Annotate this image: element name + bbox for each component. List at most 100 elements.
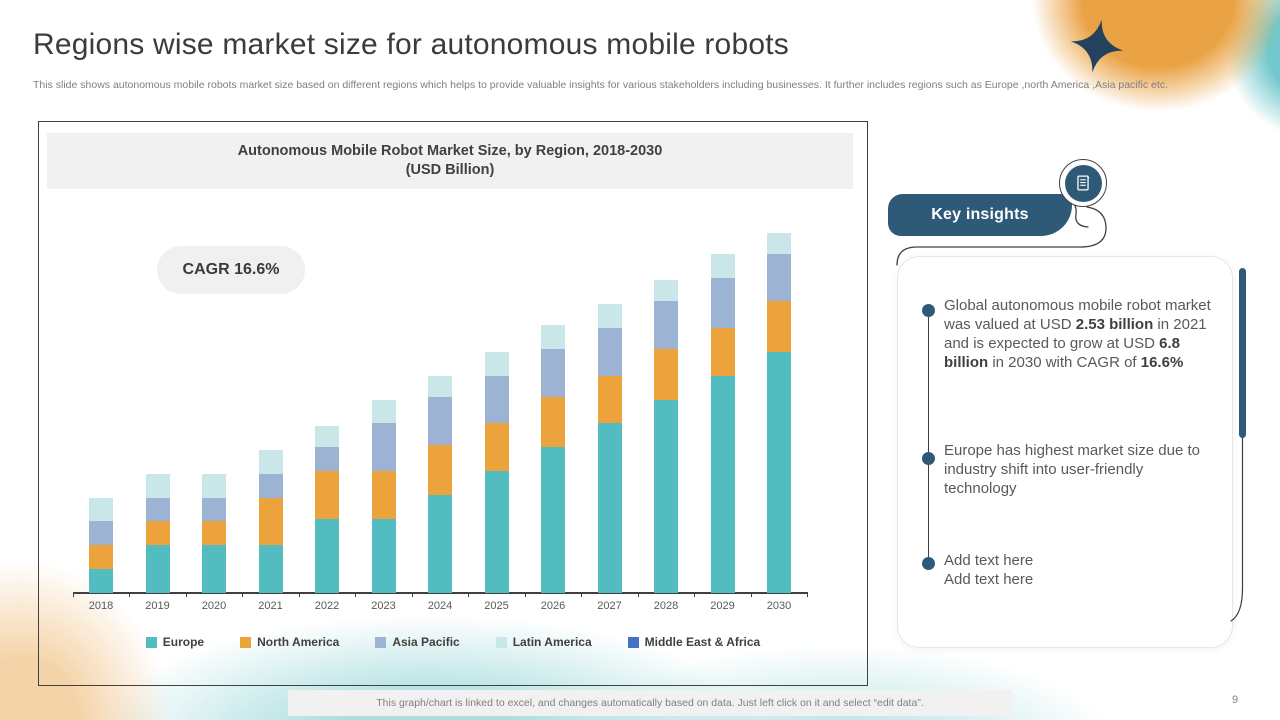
bar-segment-asia-pacific-2023: [371, 423, 396, 472]
legend-label: Latin America: [512, 635, 592, 649]
page-number: 9: [1231, 694, 1239, 706]
insight-bullet-2: Europe has highest market size due to in…: [944, 442, 1200, 497]
x-axis-label-2022: 2022: [314, 600, 340, 612]
legend-item-europe: Europe: [145, 635, 205, 649]
page-title: Regions wise market size for autonomous …: [33, 28, 789, 61]
chart-title-line2: (USD Billion): [405, 162, 495, 178]
bar-segment-latin-america-2028: [654, 280, 678, 302]
bar-segment-asia-pacific-2026: [541, 349, 565, 397]
bar-2029: [710, 253, 735, 593]
bar-segment-latin-america-2018: [89, 497, 113, 522]
key-insights-card: [897, 256, 1233, 648]
x-axis-label-2024: 2024: [427, 600, 453, 612]
footer-note-strip: This graph/chart is linked to excel, and…: [288, 690, 1012, 716]
bar-segment-europe-2030: [767, 351, 791, 593]
key-insights-header-label: Key insights: [931, 206, 1029, 223]
x-axis-tick: [298, 593, 300, 597]
bar-segment-north-america-2021: [258, 497, 283, 546]
bar-segment-north-america-2026: [541, 396, 565, 448]
legend-item-north-america: North America: [240, 635, 339, 649]
legend-label: North America: [257, 635, 340, 649]
x-axis-label-2026: 2026: [540, 600, 566, 612]
legend-item-asia-pacific: Asia Pacific: [375, 635, 460, 649]
bar-segment-north-america-2023: [371, 471, 396, 519]
legend-item-latin-america: Latin America: [495, 635, 592, 649]
bar-segment-north-america-2025: [484, 423, 509, 472]
legend-swatch: [240, 636, 252, 648]
legend-swatch: [375, 636, 387, 648]
bar-2019: [145, 473, 170, 593]
bar-segment-north-america-2029: [710, 327, 735, 376]
bar-segment-asia-pacific-2028: [654, 301, 678, 350]
page-subtitle: This slide shows autonomous mobile robot…: [33, 79, 1168, 91]
x-axis-tick: [524, 593, 526, 597]
bar-segment-europe-2027: [597, 423, 622, 593]
bar-segment-europe-2018: [89, 569, 113, 593]
legend-swatch: [627, 636, 639, 648]
bar-segment-latin-america-2021: [258, 449, 283, 474]
bar-segment-europe-2026: [541, 447, 565, 593]
legend-label: Asia Pacific: [392, 635, 460, 649]
x-axis-label-2020: 2020: [201, 600, 227, 612]
x-axis-label-2029: 2029: [710, 600, 735, 612]
bar-segment-north-america-2030: [767, 301, 791, 352]
bar-segment-europe-2020: [202, 545, 226, 593]
bar-segment-north-america-2027: [597, 375, 622, 424]
footer-note: This graph/chart is linked to excel, and…: [376, 697, 924, 709]
bar-2026: [541, 325, 565, 593]
bar-segment-europe-2021: [258, 545, 283, 593]
bar-2030: [767, 232, 791, 593]
x-axis-tick: [694, 593, 696, 597]
insights-timeline: [928, 310, 929, 566]
bar-2018: [89, 497, 113, 593]
bar-segment-asia-pacific-2027: [597, 327, 622, 376]
bar-segment-north-america-2020: [202, 521, 226, 546]
bar-segment-latin-america-2024: [428, 375, 452, 397]
bar-segment-asia-pacific-2022: [315, 447, 339, 472]
x-axis-label-2028: 2028: [653, 600, 679, 612]
cagr-badge: CAGR 16.6%: [157, 246, 305, 294]
x-axis-tick: [468, 593, 470, 597]
x-axis-label-2018: 2018: [88, 600, 114, 612]
chart-card[interactable]: Autonomous Mobile Robot Market Size, by …: [38, 121, 868, 686]
x-axis-label-2030: 2030: [766, 600, 792, 612]
key-insights-header: Key insights: [888, 194, 1072, 236]
bar-segment-north-america-2028: [654, 349, 678, 400]
bar-2020: [202, 473, 226, 593]
x-axis-tick: [411, 593, 413, 597]
bar-segment-europe-2019: [145, 545, 170, 593]
insight-bullet-3-placeholder[interactable]: Add text here Add text here: [944, 552, 1034, 588]
bar-segment-europe-2028: [654, 399, 678, 593]
bar-segment-latin-america-2022: [315, 426, 339, 448]
x-axis-label-2025: 2025: [484, 600, 509, 612]
legend-label: Middle East & Africa: [644, 635, 761, 649]
bar-2028: [654, 280, 678, 593]
bar-2024: [428, 375, 452, 593]
bar-segment-asia-pacific-2025: [484, 375, 509, 424]
legend-swatch: [495, 636, 507, 648]
bar-segment-north-america-2022: [315, 471, 339, 519]
bar-segment-latin-america-2029: [710, 253, 735, 278]
bar-segment-europe-2029: [710, 375, 735, 593]
bar-segment-latin-america-2019: [145, 473, 170, 498]
bar-segment-latin-america-2030: [767, 232, 791, 254]
bar-segment-europe-2025: [484, 471, 509, 593]
bar-2022: [315, 426, 339, 593]
bar-segment-asia-pacific-2021: [258, 473, 283, 498]
bar-segment-asia-pacific-2029: [710, 277, 735, 328]
x-axis-label-2019: 2019: [145, 600, 170, 612]
legend-item-middle-east-africa: Middle East & Africa: [627, 635, 761, 649]
x-axis-label-2023: 2023: [371, 600, 396, 612]
chart-title-line1: Autonomous Mobile Robot Market Size, by …: [237, 143, 663, 159]
x-axis-tick: [750, 593, 752, 597]
sparkle-star-icon: [1065, 15, 1130, 78]
bar-segment-europe-2024: [428, 494, 452, 593]
key-insights-accent-bar: [1228, 258, 1254, 638]
bar-2025: [484, 351, 509, 593]
x-axis-tick: [242, 593, 244, 597]
bar-segment-latin-america-2020: [202, 473, 226, 498]
bar-2021: [258, 449, 283, 593]
x-axis-tick: [581, 593, 583, 597]
legend-label: Europe: [162, 635, 205, 649]
bar-segment-latin-america-2027: [597, 304, 622, 328]
